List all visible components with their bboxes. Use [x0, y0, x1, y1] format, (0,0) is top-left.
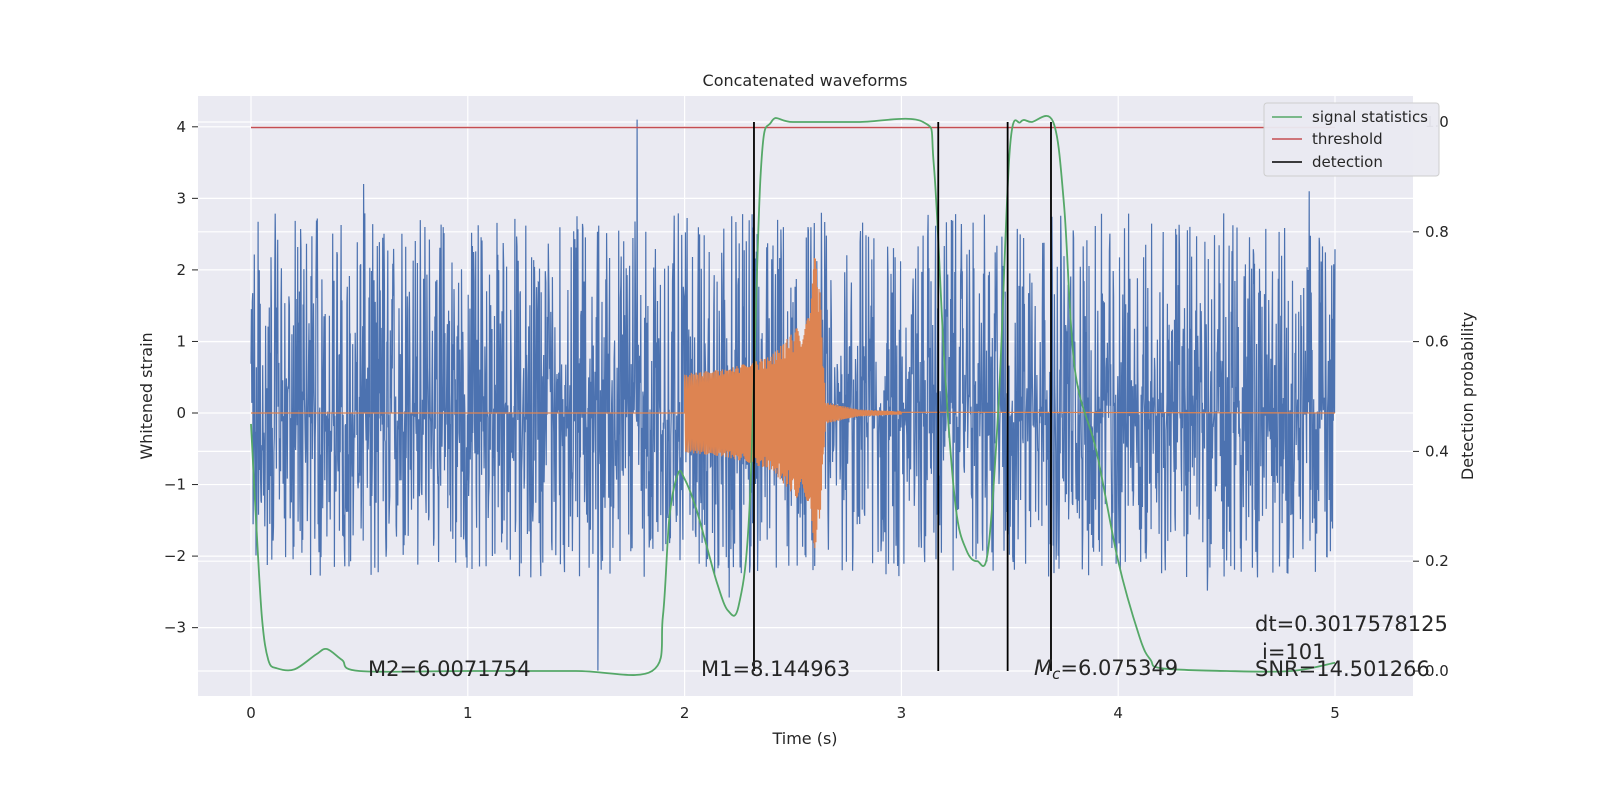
y-tick-label-left: 1 — [176, 332, 186, 350]
x-tick-label: 3 — [897, 704, 907, 722]
y-tick-label-right: 0.4 — [1425, 442, 1449, 460]
y-tick-label-right: 0.8 — [1425, 223, 1449, 241]
legend-box — [1263, 102, 1440, 177]
legend-label-detection: detection — [1312, 153, 1383, 171]
y-tick-label-left: 4 — [176, 118, 186, 136]
annotation-snr: SNR=14.501266 — [1255, 657, 1430, 681]
y-tick-label-left: −1 — [164, 476, 186, 494]
y-axis-left-label: Whitened strain — [137, 332, 156, 459]
y-tick-label-right: 0.0 — [1425, 662, 1449, 680]
annotation-mc: Mc=6.075349 — [1034, 656, 1178, 683]
annotation-mc-symbol: M — [1034, 656, 1052, 680]
y-tick-label-left: −2 — [164, 547, 186, 565]
x-tick-label: 4 — [1113, 704, 1123, 722]
annotation-m1: M1=8.144963 — [701, 657, 850, 681]
annotation-dt: dt=0.3017578125 — [1255, 612, 1448, 636]
signal-statistics-line — [250, 115, 1336, 676]
x-tick-label: 5 — [1330, 704, 1340, 722]
y-tick-label-left: 3 — [176, 189, 186, 207]
legend: signal statistics threshold detection — [1263, 102, 1440, 177]
x-tick-label: 0 — [246, 704, 256, 722]
injected-waveform-line — [251, 257, 1336, 549]
strain-noise-line — [250, 119, 1336, 671]
y-axis-left-ticks: −3 −2 −1 0 1 2 3 4 — [164, 118, 198, 637]
annotation-mc-value: =6.075349 — [1060, 656, 1178, 680]
y-axis-right-ticks: 0.00.20.40.60.81.0 — [1413, 113, 1449, 680]
legend-label-signal-statistics: signal statistics — [1312, 108, 1428, 126]
series-layer — [250, 115, 1336, 676]
y-tick-label-right: 0.6 — [1425, 333, 1449, 351]
annotation-m2: M2=6.0071754 — [368, 657, 531, 681]
y-tick-label-right: 0.2 — [1425, 552, 1449, 570]
annotation-i: i=101 — [1262, 640, 1326, 664]
y-tick-label-left: −3 — [164, 619, 186, 637]
annotations: M2=6.0071754 M1=8.144963 Mc=6.075349 dt=… — [368, 612, 1448, 683]
legend-label-threshold: threshold — [1312, 130, 1383, 148]
x-axis-ticks: 0 1 2 3 4 5 — [246, 704, 1340, 722]
x-axis-label: Time (s) — [771, 729, 837, 748]
x-tick-label: 2 — [680, 704, 690, 722]
y-tick-label-left: 2 — [176, 261, 186, 279]
x-tick-label: 1 — [463, 704, 473, 722]
y-axis-right-label: Detection probability — [1458, 312, 1477, 480]
y-tick-label-left: 0 — [176, 404, 186, 422]
annotation-mc-subscript: c — [1052, 665, 1061, 683]
chart-title: Concatenated waveforms — [703, 71, 908, 90]
